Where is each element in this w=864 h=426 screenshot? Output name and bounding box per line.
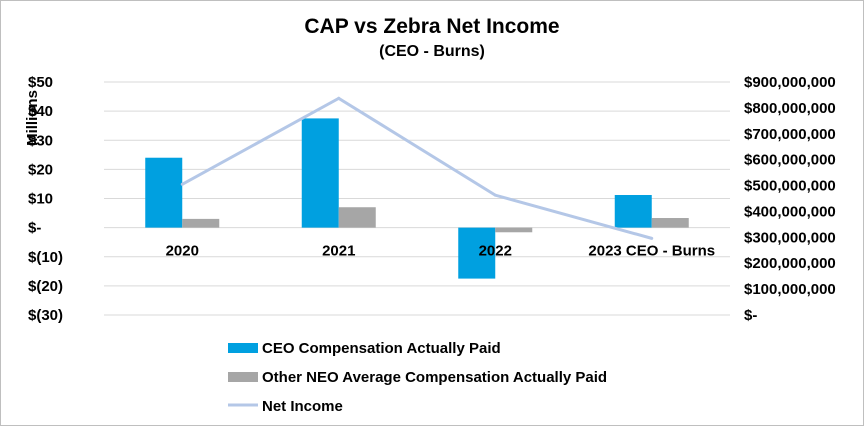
y2-tick-label: $- bbox=[744, 307, 757, 324]
legend-label-ceo: CEO Compensation Actually Paid bbox=[262, 340, 501, 357]
net-income-point bbox=[337, 96, 341, 100]
y2-tick-label: $600,000,000 bbox=[744, 152, 836, 169]
y2-tick-label: $800,000,000 bbox=[744, 100, 836, 117]
y-tick-label: $20 bbox=[28, 161, 53, 178]
y-tick-label: $40 bbox=[28, 103, 53, 120]
net-income-point bbox=[180, 182, 184, 186]
bar-neo-cap bbox=[182, 218, 220, 228]
y2-tick-label: $300,000,000 bbox=[744, 229, 836, 246]
y2-tick-label: $900,000,000 bbox=[744, 74, 836, 91]
y-tick-label: $50 bbox=[28, 74, 53, 91]
y2-tick-label: $100,000,000 bbox=[744, 281, 836, 298]
bar-neo-cap bbox=[495, 227, 533, 233]
bar-ceo-cap bbox=[301, 118, 339, 228]
y2-tick-label: $700,000,000 bbox=[744, 126, 836, 143]
legend-swatch-neo bbox=[228, 372, 258, 382]
bars bbox=[145, 118, 689, 279]
bar-ceo-cap bbox=[145, 157, 183, 228]
bar-ceo-cap bbox=[614, 195, 652, 228]
legend-label-neo: Other NEO Average Compensation Actually … bbox=[262, 369, 607, 386]
y-tick-label: $- bbox=[28, 220, 41, 237]
category-label: 2020 bbox=[166, 243, 199, 260]
y2-tick-label: $500,000,000 bbox=[744, 178, 836, 195]
y2-tick-label: $200,000,000 bbox=[744, 255, 836, 272]
right-axis-ticks: $900,000,000 $800,000,000 $700,000,000 $600… bbox=[744, 74, 836, 324]
y-tick-label: $(30) bbox=[28, 307, 63, 324]
category-label: 2021 bbox=[322, 243, 355, 260]
chart-subtitle: (CEO - Burns) bbox=[379, 43, 485, 60]
chart-title: CAP vs Zebra Net Income bbox=[304, 15, 559, 38]
net-income-point bbox=[493, 193, 497, 197]
y-axis-title: Millions bbox=[24, 90, 41, 146]
net-income-line bbox=[181, 96, 653, 240]
bar-ceo-cap bbox=[458, 227, 496, 279]
y2-tick-label: $400,000,000 bbox=[744, 203, 836, 220]
y-tick-label: $(10) bbox=[28, 249, 63, 266]
legend-swatch-ceo bbox=[228, 343, 258, 353]
net-income-point bbox=[650, 236, 654, 240]
legend-label-net-income: Net Income bbox=[262, 398, 343, 415]
bar-neo-cap bbox=[651, 218, 689, 228]
y-tick-label: $(20) bbox=[28, 278, 63, 295]
legend: CEO Compensation Actually Paid Other NEO… bbox=[228, 340, 607, 415]
net-income-line-layer bbox=[180, 96, 654, 240]
category-label: 2022 bbox=[479, 243, 512, 260]
bar-neo-cap bbox=[338, 207, 376, 228]
y-tick-label: $10 bbox=[28, 191, 53, 208]
category-label: 2023 CEO - Burns bbox=[588, 243, 715, 260]
y-tick-label: $30 bbox=[28, 132, 53, 149]
left-axis-ticks: $50 $40 $30 $20 $10 $- $(10) $(20) $(30) bbox=[28, 74, 63, 324]
category-labels: 2020 2021 2022 2023 CEO - Burns bbox=[166, 243, 716, 260]
